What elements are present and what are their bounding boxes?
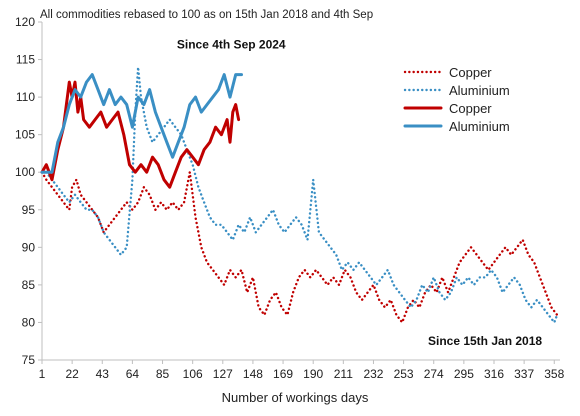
y-tick-label: 90 [22,240,36,254]
legend-label-dotted-aluminium: Aluminium [449,83,510,98]
x-tick-label: 43 [96,367,110,381]
x-tick-label: 253 [394,367,414,381]
x-tick-label: 169 [273,367,293,381]
x-tick-label: 85 [156,367,170,381]
series-line-solid-aluminium [40,73,243,174]
x-tick-label: 22 [65,367,79,381]
series-line-solid-copper [40,80,241,189]
y-tick-label: 105 [15,128,35,142]
x-tick-label: 106 [183,367,203,381]
annotation-0: Since 4th Sep 2024 [177,37,286,51]
y-tick-label: 85 [22,278,36,292]
annotations: Since 4th Sep 2024 Since 15th Jan 2018 [177,37,542,348]
x-tick-label: 127 [213,367,233,381]
y-tick-label: 80 [22,315,36,329]
series-layer [40,65,559,324]
y-tick-label: 115 [16,53,35,67]
legend-label-solid-copper: Copper [449,101,492,116]
chart-subtitle: All commodities rebased to 100 as on 15t… [40,9,373,21]
axes: 75 80 85 90 95 100 105 110 115 120 1 22 43 64 85 106 127… [15,15,565,381]
x-axis-label: Number of workings days [222,390,369,405]
y-tick-label: 75 [22,353,36,367]
x-tick-label: 358 [544,367,564,381]
x-tick-label: 232 [363,367,383,381]
x-tick-label: 148 [243,367,263,381]
y-tick-label: 110 [16,90,35,104]
x-tick-label: 211 [334,367,353,381]
legend: Copper Aluminium Copper Aluminium [403,65,510,134]
legend-label-solid-aluminium: Aluminium [449,119,510,134]
x-tick-label: 1 [39,367,46,381]
y-tick-label: 120 [15,15,35,29]
series-line-dotted-aluminium [40,65,559,324]
x-tick-label: 64 [126,367,140,381]
annotation-1: Since 15th Jan 2018 [428,334,542,348]
y-tick-label: 95 [22,203,36,217]
legend-label-dotted-copper: Copper [449,65,492,80]
y-tick-label: 100 [15,165,35,179]
x-tick-label: 274 [424,367,444,381]
x-tick-label: 190 [303,367,323,381]
x-tick-label: 337 [514,367,534,381]
x-tick-label: 316 [484,367,504,381]
series-line-dotted-copper [40,171,559,324]
x-tick-label: 295 [454,367,474,381]
